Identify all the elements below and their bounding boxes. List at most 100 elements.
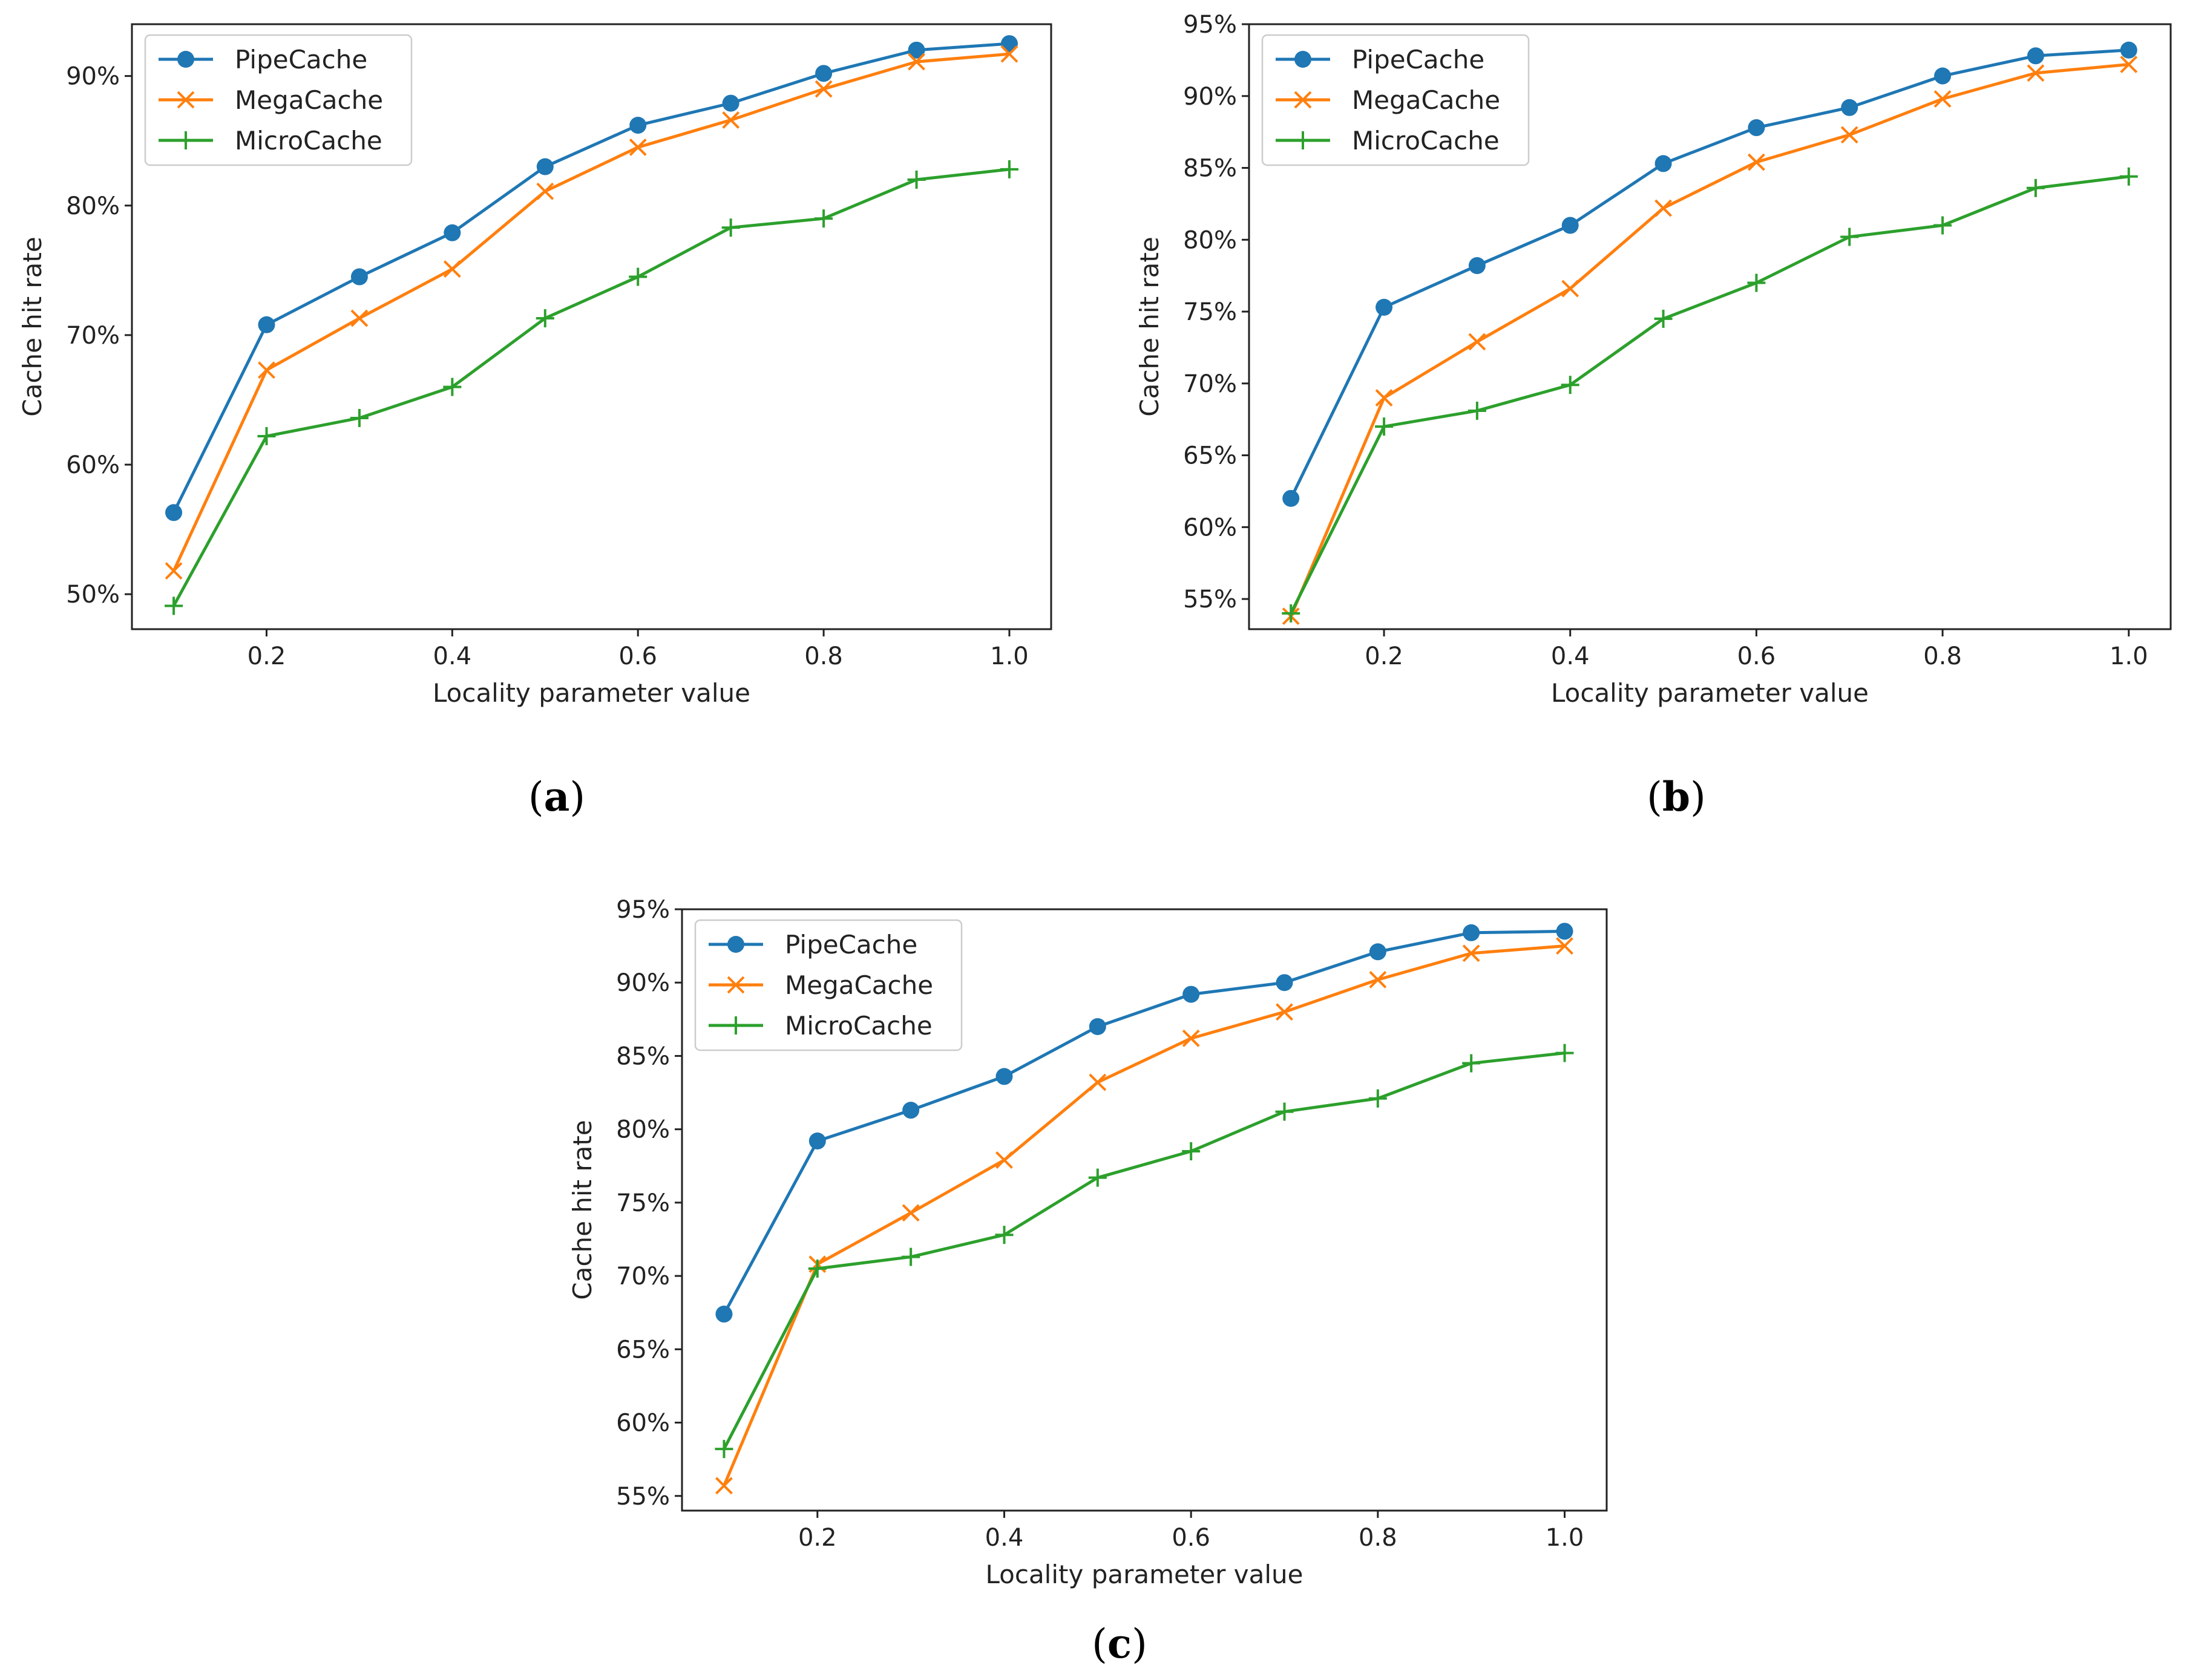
data-point-microcache: [1275, 1102, 1294, 1121]
data-point-megacache: [902, 1204, 920, 1222]
data-point-pipecache: [1282, 489, 1300, 507]
marker-stroke: [715, 1477, 733, 1495]
marker-stroke: [1276, 1003, 1293, 1021]
data-point-megacache: [1000, 45, 1018, 63]
y-axis-label: Cache hit rate: [568, 1120, 597, 1299]
series-megacache: [1282, 56, 2138, 626]
legend-marker: [727, 936, 744, 953]
series-line-megacache: [1289, 63, 2130, 617]
legend-entry-microcache: MicroCache: [709, 1011, 933, 1041]
caption-part: ): [569, 774, 585, 820]
data-point-microcache: [808, 1259, 827, 1278]
data-point-pipecache: [1654, 155, 1672, 172]
y-tick-label: 90%: [1183, 83, 1237, 111]
y-tick-label: 60%: [616, 1410, 670, 1437]
data-point-megacache: [350, 309, 369, 327]
caption-part: ): [1132, 1621, 1147, 1667]
plot-frame: [131, 23, 1052, 630]
y-tick-label: 80%: [1183, 226, 1237, 254]
data-point-microcache: [536, 309, 554, 328]
legend-entry-microcache: MicroCache: [1276, 126, 1500, 155]
data-point-pipecache: [536, 158, 554, 175]
y-tick-label: 80%: [66, 192, 120, 220]
marker-stroke: [2027, 64, 2045, 82]
chart-panel-c: 55% 60% 65% 70% 75% 80% 85% 90% 95% 0.2 0.4 0.6 0.8 1…: [568, 896, 1608, 1589]
x-tick-label: 0.4: [433, 642, 472, 670]
legend-label: MegaCache: [785, 970, 933, 1000]
marker-stroke: [350, 309, 369, 327]
data-point-megacache: [722, 111, 740, 129]
series-megacache: [715, 937, 1573, 1495]
data-point-pipecache: [1375, 298, 1393, 316]
legend: PipeCache MegaCache MicroCache: [694, 919, 963, 1051]
data-point-microcache: [1182, 1142, 1201, 1161]
x-tick-label: 0.8: [1359, 1524, 1397, 1552]
data-point-microcache: [1840, 227, 1859, 246]
data-point-microcache: [815, 209, 833, 228]
data-point-pipecache: [902, 1102, 920, 1119]
series-pipecache: [165, 35, 1018, 521]
data-point-megacache: [165, 562, 183, 580]
series-line-microcache: [172, 168, 1010, 607]
caption-part: (: [1647, 774, 1662, 820]
data-point-megacache: [1654, 199, 1672, 217]
data-point-pipecache: [722, 94, 739, 112]
data-point-megacache: [1369, 970, 1387, 989]
legend-label: MicroCache: [235, 126, 382, 155]
y-tick-label: 70%: [66, 322, 120, 350]
marker-stroke: [1369, 970, 1387, 989]
legend-marker: [727, 976, 745, 994]
marker-stroke: [629, 139, 647, 156]
legend-entry-pipecache: PipeCache: [159, 45, 367, 74]
legend-marker: [177, 131, 195, 149]
data-point-pipecache: [815, 65, 833, 82]
legend-label: PipeCache: [1352, 45, 1484, 74]
marker-stroke: [258, 361, 275, 379]
data-point-microcache: [350, 408, 369, 427]
series-line-megacache: [172, 52, 1010, 572]
legend-label: MicroCache: [1352, 126, 1500, 155]
data-point-microcache: [1000, 160, 1018, 178]
data-point-microcache: [165, 596, 183, 615]
legend-box: [1261, 34, 1530, 166]
series-line-pipecache: [1289, 48, 2129, 499]
caption-part: (: [528, 774, 544, 820]
data-point-microcache: [1368, 1089, 1387, 1108]
series-microcache: [165, 160, 1018, 615]
data-point-microcache: [443, 378, 462, 396]
y-tick-label: 55%: [1183, 586, 1237, 613]
data-point-megacache: [1182, 1029, 1200, 1047]
legend-entry-megacache: MegaCache: [1276, 85, 1500, 115]
series-megacache: [165, 45, 1018, 580]
data-point-pipecache: [1369, 943, 1386, 961]
legend-label: MicroCache: [785, 1011, 933, 1041]
marker-stroke: [177, 91, 195, 109]
x-tick-label: 0.6: [1737, 642, 1776, 670]
data-point-pipecache: [1276, 974, 1293, 992]
data-point-microcache: [1561, 376, 1579, 394]
y-tick-label: 90%: [616, 969, 670, 997]
y-tick-label: 95%: [616, 896, 670, 924]
data-point-pipecache: [165, 504, 183, 521]
legend-marker: [177, 91, 195, 109]
x-tick-label: 0.4: [1551, 642, 1590, 670]
data-point-microcache: [907, 170, 926, 189]
y-tick-label: 60%: [1183, 514, 1237, 541]
data-point-megacache: [715, 1477, 733, 1495]
x-axis-label: Locality parameter value: [986, 1560, 1303, 1589]
y-tick-label: 85%: [616, 1042, 670, 1070]
x-axis-label: Locality parameter value: [1551, 678, 1869, 708]
data-point-pipecache: [350, 268, 368, 286]
caption-part: c: [1107, 1620, 1132, 1667]
marker-stroke: [1294, 91, 1312, 109]
x-tick-label: 1.0: [2110, 642, 2148, 670]
data-point-pipecache: [1182, 985, 1200, 1003]
series-pipecache: [1282, 41, 2137, 507]
marker-stroke: [443, 260, 461, 278]
data-point-pipecache: [808, 1133, 826, 1150]
data-point-pipecache: [2027, 47, 2044, 65]
plot-frame: [1248, 23, 2172, 630]
plot-frame: [681, 908, 1608, 1512]
series-line-microcache: [723, 1051, 1565, 1450]
